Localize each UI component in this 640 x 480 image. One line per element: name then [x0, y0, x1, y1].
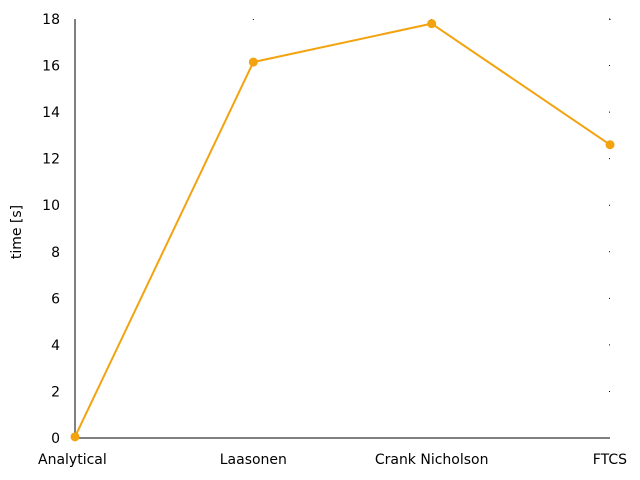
y-axis-ticks: 0 2 4 6 8 10 12 14 16 18 [42, 12, 610, 447]
x-tick-label: FTCS [593, 452, 627, 468]
x-tick-label: Laasonen [220, 452, 287, 468]
y-tick-label: 12 [42, 152, 60, 168]
y-tick-label: 16 [42, 59, 60, 75]
series-line [74, 22, 611, 438]
y-tick-label: 14 [42, 105, 60, 121]
y-axis-title: time [s] [9, 205, 25, 259]
y-tick-label: 10 [42, 198, 60, 214]
x-tick-label: Crank Nicholson [375, 452, 489, 468]
y-tick-label: 2 [51, 384, 60, 400]
data-point [248, 57, 258, 67]
y-tick-label: 0 [51, 431, 60, 447]
data-point [605, 140, 615, 150]
chart-axes [74, 19, 610, 439]
x-axis-ticks: Analytical Laasonen Crank Nicholson FTCS [38, 19, 627, 468]
data-point [427, 19, 437, 29]
data-point [70, 432, 80, 442]
y-tick-label: 6 [51, 291, 60, 307]
x-tick-label: Analytical [38, 452, 107, 468]
y-tick-label: 4 [51, 338, 60, 354]
y-tick-label: 18 [42, 12, 60, 28]
y-tick-label: 8 [51, 245, 60, 261]
series-layer [70, 19, 615, 442]
